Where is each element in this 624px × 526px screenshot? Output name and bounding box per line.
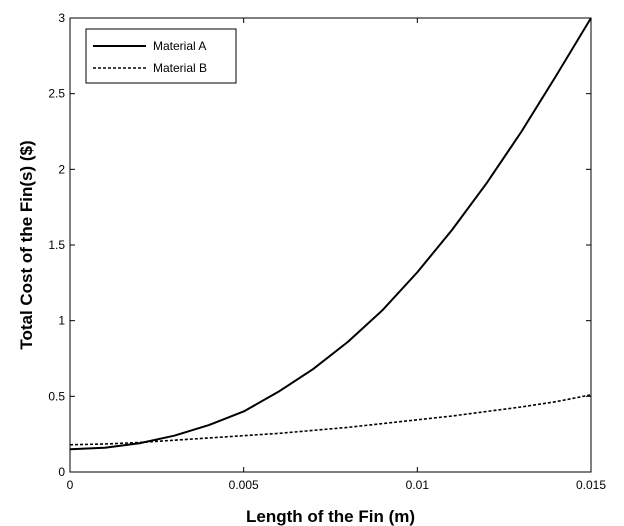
y-axis-ticks: 0 0.5 1 1.5 2 2.5 3 xyxy=(48,11,591,479)
series-line-material-a xyxy=(69,17,592,451)
y-tick-label: 0.5 xyxy=(48,389,65,403)
y-tick-label: 2.5 xyxy=(48,87,65,101)
y-tick-label: 0 xyxy=(58,465,65,479)
plot-area xyxy=(69,17,592,473)
y-tick-label: 2 xyxy=(58,162,65,176)
legend-box xyxy=(85,28,237,84)
x-tick-label: 0.01 xyxy=(406,478,430,492)
legend: Material A Material B xyxy=(85,28,237,84)
legend-label-material-a: Material A xyxy=(153,39,206,53)
y-tick-label: 3 xyxy=(58,11,65,25)
series-line-material-b xyxy=(69,394,592,446)
legend-label-material-b: Material B xyxy=(153,61,207,75)
x-tick-label: 0.015 xyxy=(576,478,606,492)
x-axis-title: Length of the Fin (m) xyxy=(246,507,415,526)
y-axis-title: Total Cost of the Fin(s) ($) xyxy=(17,140,36,349)
x-axis-ticks: 0 0.005 0.01 0.015 xyxy=(67,18,606,492)
y-tick-label: 1.5 xyxy=(48,238,65,252)
x-tick-label: 0.005 xyxy=(229,478,259,492)
series-layer xyxy=(69,17,592,451)
y-tick-label: 1 xyxy=(58,314,65,328)
x-tick-label: 0 xyxy=(67,478,74,492)
